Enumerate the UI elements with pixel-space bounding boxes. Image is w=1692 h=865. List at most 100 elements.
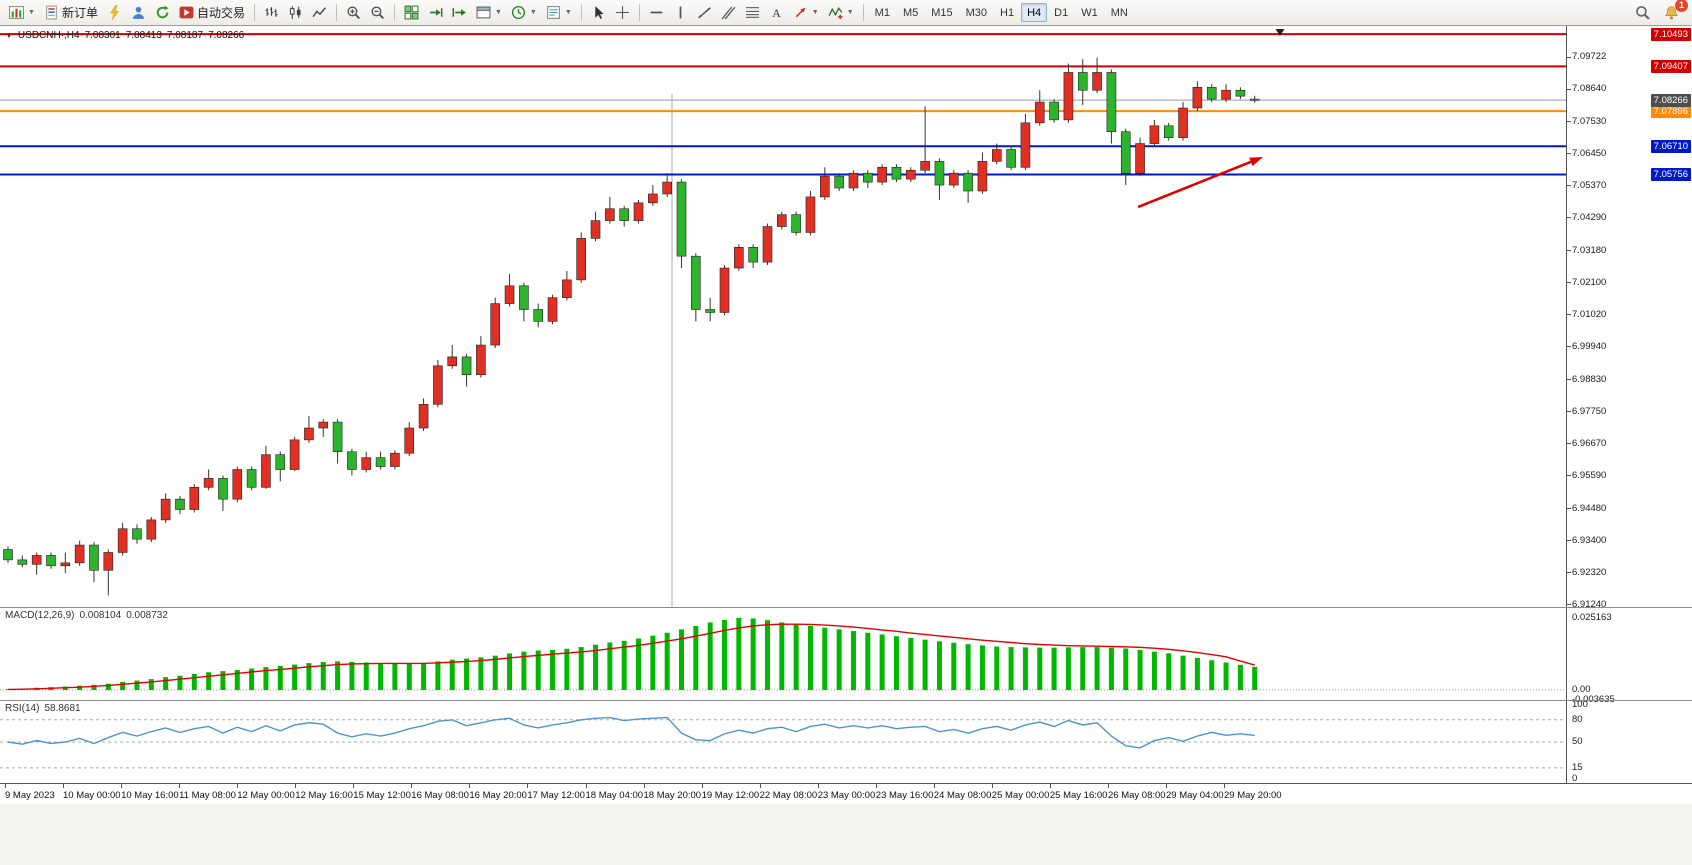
candle-body — [318, 421, 329, 429]
macd-histogram-bar — [91, 684, 97, 690]
candle-body — [734, 246, 744, 269]
macd-histogram-bar — [764, 620, 770, 690]
new-chart-button[interactable]: ▼ — [5, 2, 39, 23]
candle-body — [160, 498, 171, 521]
clock-icon — [511, 5, 525, 20]
empty-area — [0, 804, 1692, 865]
price-tick-label: 6.91240 — [1572, 598, 1607, 610]
time-tick-mark — [527, 784, 529, 788]
timeframe-h1-button[interactable]: H1 — [1000, 6, 1015, 19]
timeframe-d1-button[interactable]: D1 — [1054, 6, 1069, 19]
price-tick-label: 6.98830 — [1572, 373, 1607, 385]
macd-histogram-bar — [421, 662, 427, 690]
candle-body — [777, 214, 787, 227]
trendline-button[interactable] — [693, 2, 716, 23]
macd-histogram-bar — [793, 624, 799, 690]
toolbar-separator — [638, 4, 640, 21]
text-label-button[interactable]: A — [765, 2, 788, 23]
arrow-annotation-head[interactable] — [1249, 157, 1263, 167]
macd-histogram-bar — [807, 625, 813, 690]
price-level-badge: 7.09407 — [1650, 59, 1691, 73]
search-button[interactable] — [1631, 2, 1654, 23]
text-icon: A — [772, 7, 781, 20]
new-window-button[interactable]: ▼ — [472, 2, 506, 23]
candle-body — [905, 169, 916, 180]
pane-separator[interactable] — [0, 700, 1692, 701]
timeframe-w1-button[interactable]: W1 — [1081, 6, 1098, 19]
candlestick-chart-button[interactable] — [284, 2, 307, 23]
macd-histogram-bar — [650, 635, 656, 690]
rsi-indicator-pane[interactable] — [0, 701, 1566, 783]
macd-indicator-pane[interactable] — [0, 608, 1566, 701]
line-chart-button[interactable] — [308, 2, 331, 23]
auto-scroll-button[interactable] — [424, 2, 447, 23]
timeframe-m5-button[interactable]: M5 — [902, 6, 919, 19]
time-axis[interactable]: 9 May 2023 10 May 00:00 10 May 16:00 11 May… — [0, 783, 1692, 804]
macd-histogram-bar — [1194, 657, 1200, 690]
candle-body — [1206, 86, 1217, 100]
price-tick-label: 7.02100 — [1572, 276, 1607, 288]
auto-trading-button[interactable]: 自动交易 — [175, 2, 249, 23]
indicators-list-button[interactable]: ▼ — [824, 2, 858, 23]
time-tick-label: 18 May 20:00 — [643, 790, 702, 801]
main-price-chart[interactable] — [0, 26, 1566, 608]
candle-body — [261, 454, 271, 488]
chart-plot-area[interactable]: ▼ USDCNH·,H4 7.08301 7.08413 7.08187 7.0… — [0, 26, 1566, 783]
time-tick-label: 12 May 16:00 — [295, 790, 353, 801]
tile-windows-button[interactable] — [400, 2, 423, 23]
lightning-icon — [110, 5, 119, 20]
bell-icon — [1664, 6, 1679, 20]
candle-body — [648, 193, 658, 204]
time-tick-mark — [759, 784, 761, 788]
candle-body — [504, 285, 515, 304]
macd-histogram-bar — [77, 685, 83, 690]
notifications-button[interactable]: 1 — [1660, 0, 1688, 23]
macd-histogram-bar — [521, 651, 527, 690]
time-tick-label: 29 May 20:00 — [1224, 790, 1282, 801]
price-scale[interactable]: 7.09722 7.08640 7.07530 7.06450 7.05370 7.042… — [1566, 26, 1692, 784]
macd-histogram-bar — [664, 632, 670, 690]
candle-body — [748, 246, 758, 263]
chart-shift-button[interactable] — [448, 2, 471, 23]
bar-chart-button[interactable] — [260, 2, 283, 23]
time-tick-label: 24 May 08:00 — [933, 790, 992, 801]
candle-body — [332, 421, 343, 453]
vertical-line-button[interactable] — [669, 2, 692, 23]
toolbar-separator — [580, 4, 582, 21]
candle-body — [1006, 149, 1016, 168]
chart-window: ▼ USDCNH·,H4 7.08301 7.08413 7.08187 7.0… — [0, 26, 1692, 804]
chevron-down-icon: ▼ — [846, 9, 854, 16]
horizontal-line-button[interactable] — [645, 2, 668, 23]
profiles-button[interactable] — [127, 2, 150, 23]
macd-histogram-bar — [263, 667, 269, 690]
macd-signal-line — [7, 623, 1255, 691]
timeframe-mn-button[interactable]: MN — [1110, 6, 1128, 19]
cursor-button[interactable] — [587, 2, 610, 23]
macd-histogram-bar — [822, 627, 828, 690]
templates-button[interactable]: ▼ — [542, 2, 576, 23]
candle-body — [304, 427, 314, 441]
candle-body — [762, 226, 773, 263]
timeframe-m30-button[interactable]: M30 — [965, 6, 988, 19]
timeframe-h4-button[interactable]: H4 — [1021, 3, 1048, 22]
equidistant-channel-button[interactable] — [717, 2, 740, 23]
refresh-button[interactable] — [151, 2, 174, 23]
arrows-button[interactable]: ▼ — [789, 2, 823, 23]
expert-advisors-button[interactable] — [103, 2, 126, 23]
timeframe-m15-button[interactable]: M15 — [931, 6, 953, 19]
zoom-out-button[interactable] — [366, 2, 389, 23]
periods-button[interactable]: ▼ — [507, 2, 541, 23]
pane-separator[interactable] — [0, 607, 1692, 608]
new-order-button[interactable]: 新订单 — [40, 2, 102, 23]
fibonacci-retracement-button[interactable] — [741, 2, 764, 23]
crosshair-button[interactable] — [611, 2, 634, 23]
candle-body — [547, 297, 558, 322]
candle-body — [1178, 107, 1188, 138]
arrow-annotation[interactable] — [1137, 160, 1252, 209]
candle-body — [347, 451, 357, 470]
timeframe-m1-button[interactable]: M1 — [874, 6, 890, 19]
time-tick-label: 15 May 12:00 — [353, 790, 411, 801]
rsi-label: RSI(14) 58.8681 — [5, 703, 81, 714]
zoom-in-button[interactable] — [342, 2, 365, 23]
fibo-icon — [745, 7, 759, 18]
